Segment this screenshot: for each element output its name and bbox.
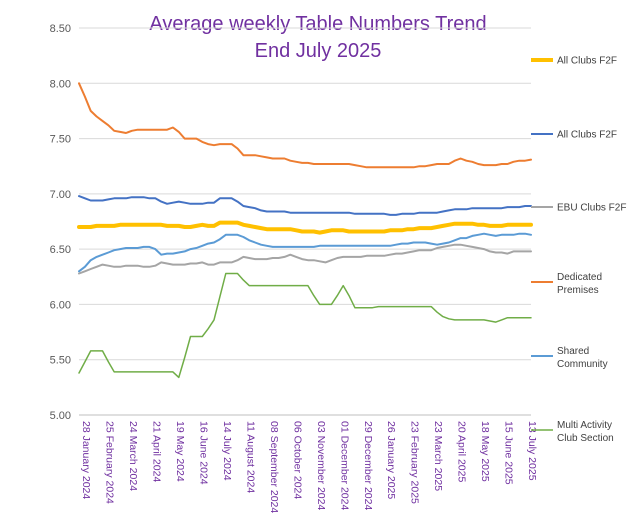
x-tick-label: 18 May 2025 bbox=[479, 421, 491, 482]
x-tick-label: 23 February 2025 bbox=[409, 421, 421, 504]
x-tick-label: 23 March 2025 bbox=[432, 421, 444, 491]
y-tick-label: 7.00 bbox=[50, 189, 71, 201]
x-tick-label: 11 August 2024 bbox=[244, 421, 256, 493]
y-tick-label: 8.50 bbox=[50, 23, 71, 35]
y-tick-label: 8.00 bbox=[50, 78, 71, 90]
x-tick-label: 13 July 2025 bbox=[526, 421, 538, 481]
x-tick-label: 25 February 2024 bbox=[103, 421, 115, 504]
y-tick-label: 6.00 bbox=[50, 299, 71, 311]
x-tick-label: 20 April 2025 bbox=[456, 421, 468, 482]
x-tick-label: 28 January 2024 bbox=[80, 421, 92, 499]
x-tick-label: 03 November 2024 bbox=[315, 421, 327, 510]
chart-title-line-2: End July 2025 bbox=[255, 40, 382, 62]
gridlines bbox=[79, 27, 531, 416]
legend-label-5: Multi Activity bbox=[557, 420, 612, 431]
x-tick-label: 29 December 2024 bbox=[362, 421, 374, 510]
legend-label-0: All Clubs F2F bbox=[557, 56, 617, 67]
x-tick-label: 06 October 2024 bbox=[291, 421, 303, 499]
chart-title-line-1: Average weekly Table Numbers Trend bbox=[149, 13, 486, 35]
series-line-5 bbox=[78, 272, 532, 379]
legend: All Clubs F2F All Clubs F2F EBU Clubs F2F D… bbox=[531, 56, 626, 444]
series-line-0 bbox=[77, 220, 533, 235]
axes: 5.00 5.50 6.00 6.50 7.00 7.50 8.00 8.50 28 Janua… bbox=[50, 23, 539, 513]
y-tick-label: 5.50 bbox=[50, 355, 71, 367]
x-tick-label: 01 December 2024 bbox=[338, 421, 350, 510]
series-lines bbox=[77, 82, 533, 379]
series-line-2 bbox=[78, 243, 532, 275]
x-tick-label: 19 May 2024 bbox=[174, 421, 186, 482]
legend-label-3: Premises bbox=[557, 285, 599, 296]
x-tick-label: 15 June 2025 bbox=[503, 421, 515, 485]
legend-label-2: EBU Clubs F2F bbox=[557, 203, 626, 214]
y-tick-label: 6.50 bbox=[50, 244, 71, 256]
legend-label-4: Shared bbox=[557, 346, 589, 357]
legend-label-3: Dedicated bbox=[557, 272, 602, 283]
x-tick-label: 14 July 2024 bbox=[221, 421, 233, 481]
legend-label-1: All Clubs F2F bbox=[557, 130, 617, 141]
y-tick-label: 7.50 bbox=[50, 134, 71, 146]
x-tick-label: 21 April 2024 bbox=[150, 421, 162, 482]
series-line-4 bbox=[78, 232, 532, 273]
x-tick-label: 16 June 2024 bbox=[197, 421, 209, 485]
legend-label-5: Club Section bbox=[557, 433, 614, 444]
x-tick-label: 26 January 2025 bbox=[385, 421, 397, 499]
x-tick-label: 24 March 2024 bbox=[127, 421, 139, 491]
x-tick-label: 08 September 2024 bbox=[268, 421, 280, 513]
series-line-3 bbox=[78, 82, 532, 169]
legend-label-4: Community bbox=[557, 359, 608, 370]
y-tick-label: 5.00 bbox=[50, 410, 71, 422]
series-line-1 bbox=[78, 195, 532, 216]
